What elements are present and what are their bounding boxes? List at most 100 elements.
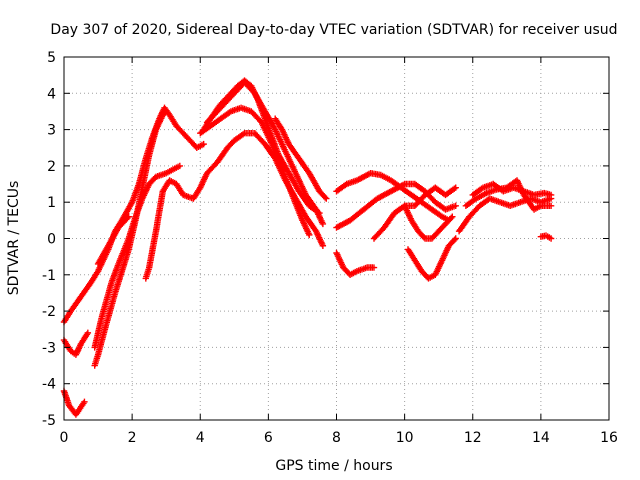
data-point: [445, 236, 458, 249]
data-point: [473, 190, 488, 202]
data-point: [132, 197, 145, 220]
x-tick-label: 14: [532, 430, 550, 446]
data-point: [469, 185, 485, 199]
data-point: [387, 181, 407, 195]
data-point: [94, 244, 111, 268]
x-tick-label: 0: [60, 430, 69, 446]
data-point: [152, 113, 166, 133]
x-tick-label: 16: [600, 430, 618, 446]
data-point: [295, 155, 312, 175]
data-point: [207, 116, 223, 130]
data-point: [312, 228, 326, 248]
data-point: [452, 202, 459, 210]
data-point: [428, 206, 444, 219]
y-tick-label: -1: [42, 268, 56, 284]
data-point: [105, 225, 121, 249]
data-point: [111, 269, 125, 297]
x-tick-label: 2: [128, 430, 137, 446]
data-point: [91, 316, 105, 351]
data-point: [452, 184, 459, 191]
data-point: [530, 203, 543, 213]
data-point: [272, 115, 285, 132]
data-point: [251, 130, 267, 146]
data-point: [462, 196, 478, 209]
y-axis-label: SDTVAR / TECUs: [6, 181, 22, 296]
data-point: [449, 213, 456, 220]
data-points: [60, 77, 555, 418]
data-point: [101, 291, 118, 333]
data-point: [302, 191, 319, 212]
data-point: [166, 177, 178, 187]
data-point: [435, 222, 448, 235]
data-point: [285, 140, 302, 161]
data-point: [360, 196, 380, 213]
data-point: [214, 98, 230, 115]
data-point: [333, 181, 349, 195]
data-point: [306, 231, 313, 239]
data-point: [261, 115, 275, 139]
x-tick-label: 12: [464, 430, 482, 446]
series-trace-15: [370, 184, 459, 242]
data-point: [108, 262, 122, 286]
y-tick-label: 1: [47, 195, 56, 211]
series-trace-17: [404, 235, 459, 282]
data-point: [537, 232, 548, 240]
y-tick-label: 5: [47, 50, 56, 66]
data-point: [374, 188, 393, 202]
data-point: [67, 294, 84, 315]
data-point: [200, 140, 207, 148]
data-point: [346, 207, 366, 224]
data-point: [312, 206, 326, 226]
data-point: [197, 123, 213, 137]
data-point: [118, 247, 132, 275]
data-point: [139, 182, 152, 202]
series-trace-12: [333, 249, 378, 278]
data-point: [224, 87, 240, 104]
data-point: [258, 119, 275, 146]
data-point: [299, 217, 312, 237]
data-point: [203, 160, 220, 177]
data-point: [411, 257, 424, 273]
data-point: [128, 182, 142, 206]
data-point: [455, 215, 472, 235]
data-point: [146, 229, 159, 271]
data-point: [346, 268, 359, 278]
data-point: [442, 185, 458, 199]
y-tick-label: -4: [42, 377, 56, 393]
data-point: [542, 232, 553, 241]
chart-title: Day 307 of 2020, Sidereal Day-to-day VTE…: [50, 22, 617, 38]
data-point: [190, 186, 203, 202]
data-point: [353, 170, 373, 184]
data-point: [268, 140, 285, 171]
data-point: [214, 146, 230, 166]
data-point: [261, 108, 278, 132]
data-point: [98, 280, 115, 322]
series-trace-10: [197, 104, 313, 239]
y-tick-label: -5: [42, 413, 56, 429]
data-point: [319, 242, 327, 249]
x-tick-label: 4: [196, 430, 205, 446]
data-point: [381, 211, 397, 231]
data-point: [241, 79, 257, 96]
data-point: [217, 109, 233, 122]
data-point: [408, 217, 421, 233]
data-point: [72, 400, 87, 418]
data-point: [84, 329, 92, 337]
series-trace-11: [272, 115, 330, 202]
y-tick-label: 0: [47, 232, 56, 248]
data-point: [146, 128, 159, 159]
data-point: [438, 244, 452, 264]
data-point: [203, 109, 220, 126]
data-point: [169, 163, 182, 173]
data-point: [285, 170, 302, 193]
data-point: [81, 398, 88, 406]
data-point: [370, 264, 378, 271]
data-point: [466, 204, 482, 220]
data-point: [302, 213, 319, 233]
data-point: [115, 237, 132, 268]
data-point: [67, 347, 78, 357]
data-point: [231, 131, 247, 144]
data-point: [261, 140, 278, 161]
data-point: [411, 193, 427, 209]
